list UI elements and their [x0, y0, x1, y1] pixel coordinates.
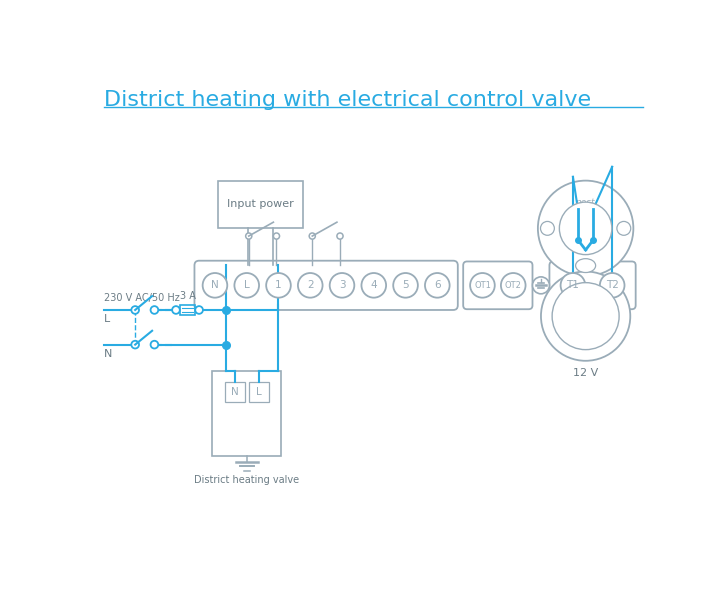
Text: N: N [103, 349, 112, 359]
Bar [225, 383, 245, 402]
Circle shape [309, 233, 315, 239]
Circle shape [330, 273, 355, 298]
Text: nest: nest [576, 198, 596, 207]
Text: L: L [103, 314, 110, 324]
Circle shape [393, 273, 418, 298]
Circle shape [470, 273, 495, 298]
Text: T2: T2 [606, 280, 619, 290]
Bar [212, 371, 282, 456]
Circle shape [362, 273, 386, 298]
Circle shape [131, 306, 139, 314]
Text: L: L [256, 387, 261, 397]
Text: OT1: OT1 [474, 281, 491, 290]
Circle shape [501, 273, 526, 298]
Circle shape [202, 273, 227, 298]
Circle shape [151, 341, 158, 349]
Circle shape [532, 277, 550, 294]
Text: 12 V: 12 V [573, 368, 598, 378]
Text: L: L [244, 280, 250, 290]
FancyBboxPatch shape [550, 261, 636, 309]
FancyBboxPatch shape [463, 261, 532, 309]
Circle shape [245, 233, 252, 239]
Text: 3: 3 [339, 280, 345, 290]
Circle shape [337, 233, 343, 239]
Circle shape [600, 273, 625, 298]
Circle shape [552, 283, 619, 350]
Circle shape [195, 306, 203, 314]
Bar [180, 305, 195, 315]
Circle shape [617, 222, 630, 235]
Text: N: N [211, 280, 219, 290]
Text: 2: 2 [307, 280, 314, 290]
Circle shape [131, 341, 139, 349]
Text: 4: 4 [371, 280, 377, 290]
Bar [218, 181, 303, 228]
FancyBboxPatch shape [194, 261, 458, 310]
Circle shape [298, 273, 323, 298]
Text: N: N [232, 387, 239, 397]
Text: T1: T1 [566, 280, 579, 290]
Text: 5: 5 [403, 280, 409, 290]
Circle shape [425, 273, 450, 298]
Text: 6: 6 [434, 280, 440, 290]
Circle shape [561, 273, 585, 298]
Circle shape [234, 273, 259, 298]
Text: 1: 1 [275, 280, 282, 290]
Text: 3 A: 3 A [180, 291, 196, 301]
Circle shape [540, 222, 554, 235]
Text: District heating valve: District heating valve [194, 475, 299, 485]
Text: Input power: Input power [227, 200, 294, 210]
Bar [248, 383, 269, 402]
Circle shape [151, 306, 158, 314]
Text: District heating with electrical control valve: District heating with electrical control… [103, 90, 590, 110]
Text: 230 V AC/50 Hz: 230 V AC/50 Hz [103, 293, 179, 304]
Circle shape [266, 273, 290, 298]
Ellipse shape [576, 258, 596, 273]
Circle shape [274, 233, 280, 239]
Circle shape [541, 271, 630, 361]
Text: nest: nest [577, 289, 594, 298]
Circle shape [538, 181, 633, 276]
Circle shape [172, 306, 180, 314]
Circle shape [559, 202, 612, 255]
Text: OT2: OT2 [505, 281, 522, 290]
